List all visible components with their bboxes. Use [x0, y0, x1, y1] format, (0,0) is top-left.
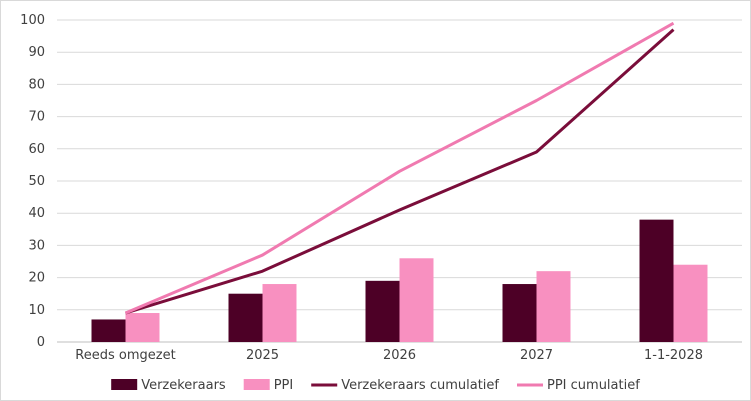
- legend-label: Verzekeraars cumulatief: [341, 378, 499, 393]
- bar-ppi: [262, 284, 297, 342]
- bar-ppi: [673, 264, 708, 342]
- line-verzekeraars-cumulatief: [125, 28, 675, 315]
- x-tick-label: 2027: [520, 348, 553, 363]
- bars: [91, 219, 708, 342]
- x-tick-label: 2025: [246, 348, 279, 363]
- x-tick-label: 1-1-2028: [644, 348, 703, 363]
- bar-verzekeraars: [365, 280, 400, 342]
- y-tick-label: 90: [28, 45, 45, 60]
- bar-ppi: [125, 313, 160, 342]
- bar-ppi: [399, 258, 434, 342]
- bar-verzekeraars: [639, 219, 674, 342]
- y-tick-label: 80: [28, 77, 45, 92]
- y-tick-label: 60: [28, 142, 45, 157]
- bar-verzekeraars: [502, 284, 537, 342]
- y-tick-label: 30: [28, 238, 45, 253]
- legend-label: PPI: [274, 378, 294, 393]
- y-tick-label: 100: [20, 13, 45, 28]
- bar-verzekeraars: [228, 293, 263, 342]
- y-tick-label: 10: [28, 303, 45, 318]
- x-tick-label: Reeds omgezet: [75, 348, 175, 363]
- y-axis-ticks: 0 10 20 30 40 50 60 70 80 90 100: [20, 13, 45, 350]
- legend-swatch: [111, 379, 138, 390]
- legend-label: PPI cumulatief: [547, 378, 640, 393]
- y-tick-label: 20: [28, 271, 45, 286]
- legend-swatch: [243, 379, 270, 390]
- x-tick-label: 2026: [383, 348, 416, 363]
- bar-ppi: [536, 271, 571, 342]
- y-tick-label: 50: [28, 174, 45, 189]
- gridlines: [57, 19, 742, 343]
- x-axis-ticks: Reeds omgezet 2025 2026 2027 1-1-2028: [75, 348, 703, 363]
- y-tick-label: 40: [28, 206, 45, 221]
- line-ppi-cumulatief: [124, 21, 675, 315]
- bar-verzekeraars: [91, 319, 126, 342]
- legend: Verzekeraars PPI Verzekeraars cumulatief PP…: [111, 378, 640, 393]
- y-tick-label: 0: [37, 335, 45, 350]
- lines: [124, 21, 675, 315]
- y-tick-label: 70: [28, 110, 45, 125]
- legend-label: Verzekeraars: [141, 378, 226, 393]
